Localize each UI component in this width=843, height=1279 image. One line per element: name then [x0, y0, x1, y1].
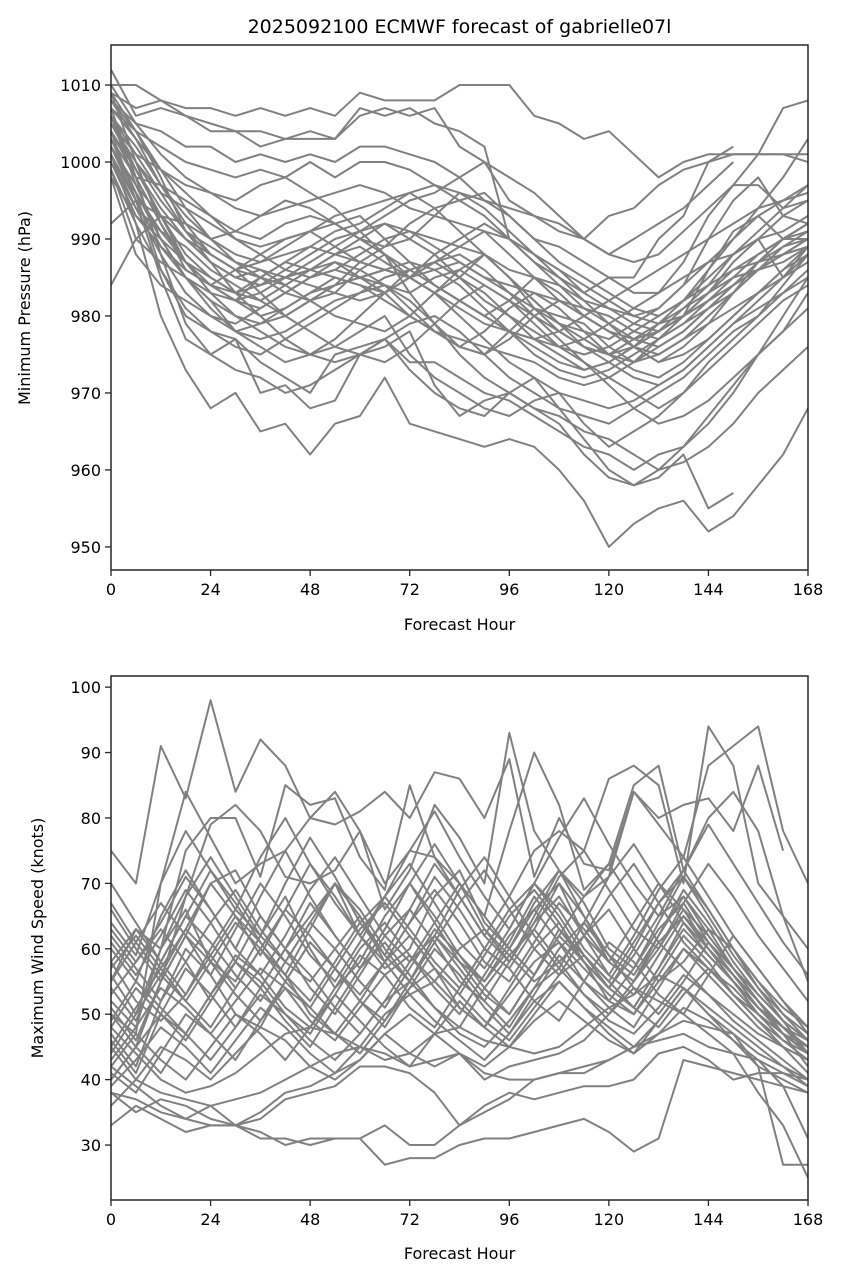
pressure-y-axis-label: Minimum Pressure (hPa) — [15, 211, 34, 405]
wind-series-line-member-34 — [111, 862, 808, 1042]
wind-series-line-member-38 — [111, 856, 808, 1061]
wind-series-line-member-19 — [111, 862, 808, 1055]
pressure-series-line-member-06 — [111, 122, 808, 317]
wind-series-line-member-37 — [111, 954, 808, 1094]
pressure-series-line-member-03 — [111, 69, 808, 294]
pressure-series-line-member-37 — [111, 99, 808, 364]
pressure-x-tick-label: 48 — [300, 580, 320, 599]
pressure-series-line-member-18 — [111, 199, 808, 333]
wind-y-tick-label: 30 — [81, 1136, 101, 1155]
pressure-x-tick-label: 120 — [594, 580, 625, 599]
wind-series-line-member-20 — [111, 1000, 808, 1107]
wind-x-ticks: 0 24 48 72 96 120 144 168 — [106, 1200, 823, 1229]
wind-x-axis-label: Forecast Hour — [404, 1244, 516, 1263]
wind-y-tick-label: 50 — [81, 1005, 101, 1024]
pressure-y-ticks: 950 960 970 980 990 1000 1010 — [60, 76, 111, 557]
wind-y-tick-label: 40 — [81, 1071, 101, 1090]
pressure-x-tick-label: 24 — [200, 580, 220, 599]
wind-x-tick-label: 144 — [693, 1210, 724, 1229]
wind-series-line-member-22 — [111, 888, 808, 1048]
wind-series-line-member-24 — [111, 797, 808, 976]
pressure-x-tick-label: 168 — [793, 580, 824, 599]
pressure-x-ticks: 0 24 48 72 96 120 144 168 — [106, 570, 823, 599]
wind-series-line-member-03 — [111, 699, 785, 885]
pressure-series-line-member-28 — [111, 84, 808, 356]
wind-series-line-member-07 — [111, 1032, 808, 1139]
wind-series-line-member-18 — [111, 967, 808, 1081]
pressure-x-axis-label: Forecast Hour — [404, 615, 516, 634]
wind-series-line-member-30 — [111, 875, 808, 1035]
wind-x-tick-label: 72 — [400, 1210, 420, 1229]
pressure-y-tick-label: 960 — [70, 461, 101, 480]
wind-x-tick-label: 120 — [594, 1210, 625, 1229]
pressure-x-tick-label: 72 — [400, 580, 420, 599]
pressure-series-line-member-32 — [111, 92, 808, 341]
pressure-y-tick-label: 980 — [70, 307, 101, 326]
pressure-series-line-member-02 — [111, 91, 734, 240]
wind-x-tick-label: 24 — [200, 1210, 220, 1229]
wind-series-line-member-08 — [111, 1019, 808, 1166]
wind-axes-frame — [110, 675, 809, 1201]
chart-title: 2025092100 ECMWF forecast of gabrielle07… — [248, 16, 672, 38]
pressure-axes: 0 24 48 72 96 120 144 168 950 960 970 980 990 1000 10… — [15, 44, 823, 634]
pressure-x-tick-label: 144 — [693, 580, 724, 599]
pressure-series-line-member-01 — [111, 84, 808, 179]
pressure-axes-frame — [110, 44, 809, 571]
pressure-series-line-member-35 — [111, 169, 808, 371]
wind-x-tick-label: 0 — [106, 1210, 116, 1229]
pressure-series-line-member-14 — [111, 153, 808, 548]
wind-series-line-member-26 — [111, 856, 808, 1028]
wind-series-line-member-40 — [111, 915, 808, 1042]
pressure-series-line-member-31 — [111, 153, 808, 379]
wind-y-tick-label: 70 — [81, 874, 101, 893]
wind-y-tick-label: 90 — [81, 744, 101, 763]
pressure-series-line-member-40 — [111, 122, 808, 364]
wind-series-line-member-16 — [111, 921, 808, 1068]
wind-axes: 0 24 48 72 96 120 144 168 30 40 50 60 70 80 90 100 For… — [28, 675, 823, 1263]
wind-series-line-member-35 — [111, 934, 808, 1061]
wind-series-line-member-33 — [111, 941, 808, 1061]
pressure-y-tick-label: 990 — [70, 230, 101, 249]
pressure-series-line-member-15 — [111, 107, 734, 510]
pressure-series-line-member-30 — [111, 138, 808, 471]
wind-y-tick-label: 60 — [81, 940, 101, 959]
wind-series-group — [111, 699, 808, 1179]
wind-y-tick-label: 80 — [81, 809, 101, 828]
wind-series-line-member-31 — [111, 921, 808, 1075]
pressure-y-tick-label: 970 — [70, 384, 101, 403]
wind-series-line-member-12 — [111, 869, 808, 1055]
pressure-x-tick-label: 96 — [499, 580, 519, 599]
pressure-x-tick-label: 0 — [106, 580, 116, 599]
wind-series-line-member-23 — [111, 915, 808, 1075]
pressure-series-line-member-38 — [111, 115, 808, 341]
pressure-series-line-member-29 — [111, 123, 808, 425]
pressure-y-tick-label: 950 — [70, 538, 101, 557]
pressure-series-line-member-25 — [111, 130, 808, 425]
wind-series-line-member-05 — [111, 725, 808, 1035]
pressure-series-line-member-16 — [111, 138, 808, 471]
pressure-series-line-member-12 — [111, 115, 808, 448]
pressure-series-group — [111, 69, 808, 548]
wind-x-tick-label: 48 — [300, 1210, 320, 1229]
wind-x-tick-label: 168 — [793, 1210, 824, 1229]
wind-series-line-member-14 — [111, 921, 808, 1074]
wind-series-line-member-39 — [111, 902, 808, 1055]
wind-series-line-member-28 — [111, 843, 808, 1048]
pressure-y-tick-label: 1010 — [60, 76, 101, 95]
wind-y-tick-label: 100 — [70, 678, 101, 697]
wind-x-tick-label: 96 — [499, 1210, 519, 1229]
wind-series-line-member-02 — [111, 1045, 808, 1146]
pressure-series-line-member-39 — [111, 153, 808, 410]
wind-y-axis-label: Maximum Wind Speed (knots) — [28, 818, 47, 1059]
pressure-y-tick-label: 1000 — [60, 153, 101, 172]
wind-series-line-member-25 — [111, 980, 808, 1081]
pressure-series-line-member-13 — [111, 130, 808, 487]
pressure-series-line-member-36 — [111, 130, 808, 379]
pressure-series-line-member-33 — [111, 115, 808, 348]
wind-y-ticks: 30 40 50 60 70 80 90 100 — [70, 678, 111, 1155]
